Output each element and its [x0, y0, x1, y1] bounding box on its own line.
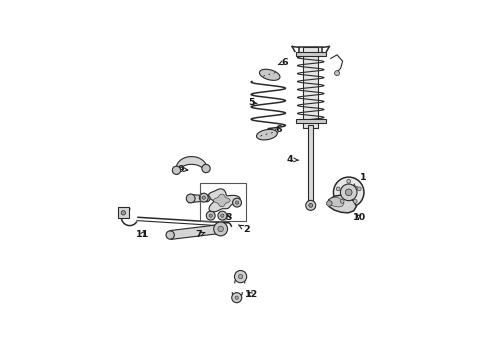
Text: 3: 3 [225, 213, 232, 222]
Circle shape [347, 179, 351, 183]
Circle shape [220, 214, 224, 217]
Circle shape [202, 165, 210, 173]
Circle shape [218, 226, 223, 232]
Text: 10: 10 [353, 213, 367, 222]
Text: 11: 11 [136, 230, 149, 239]
Circle shape [336, 187, 340, 191]
Text: 1: 1 [353, 173, 367, 188]
Polygon shape [259, 69, 280, 80]
Circle shape [341, 184, 357, 201]
Circle shape [172, 166, 181, 175]
Circle shape [121, 211, 125, 215]
Circle shape [214, 222, 227, 236]
Text: 8: 8 [186, 196, 193, 205]
Text: 6: 6 [278, 58, 288, 67]
Circle shape [235, 201, 239, 204]
Bar [299, 48, 322, 56]
Bar [296, 120, 326, 123]
Bar [308, 125, 313, 205]
Bar [296, 52, 326, 56]
Text: 7: 7 [196, 230, 205, 239]
Circle shape [166, 231, 174, 239]
Text: 5: 5 [248, 98, 257, 107]
Polygon shape [328, 197, 344, 207]
Text: 3: 3 [199, 193, 209, 202]
Polygon shape [176, 157, 206, 174]
Circle shape [209, 214, 212, 217]
Bar [303, 48, 318, 128]
Circle shape [334, 177, 364, 208]
Polygon shape [209, 189, 240, 212]
Text: 9: 9 [178, 165, 188, 174]
Circle shape [340, 199, 344, 203]
Circle shape [335, 71, 340, 76]
Circle shape [199, 193, 208, 202]
Circle shape [235, 296, 238, 299]
Bar [200, 183, 245, 221]
Circle shape [306, 201, 316, 210]
Circle shape [326, 201, 332, 206]
Text: 2: 2 [239, 225, 250, 234]
Polygon shape [191, 194, 207, 202]
Polygon shape [214, 194, 230, 207]
Circle shape [309, 203, 313, 207]
Circle shape [232, 293, 242, 303]
Circle shape [235, 270, 246, 283]
Polygon shape [170, 225, 221, 239]
Polygon shape [328, 195, 356, 213]
Circle shape [218, 211, 227, 220]
Circle shape [238, 274, 243, 279]
Circle shape [345, 189, 352, 196]
Circle shape [186, 194, 195, 203]
Polygon shape [257, 130, 277, 140]
Circle shape [233, 198, 242, 207]
Text: 6: 6 [273, 125, 282, 134]
Text: 4: 4 [287, 155, 299, 164]
Text: 12: 12 [245, 291, 258, 300]
Circle shape [203, 195, 210, 202]
Circle shape [357, 187, 361, 191]
Circle shape [202, 196, 205, 199]
Bar [118, 207, 128, 219]
Circle shape [206, 211, 215, 220]
Circle shape [353, 199, 357, 203]
